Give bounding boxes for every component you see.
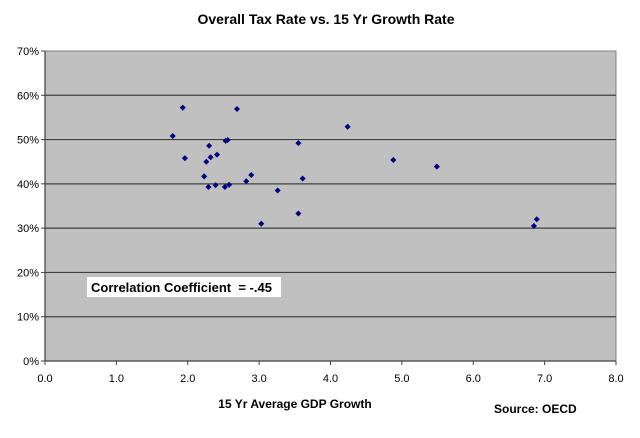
- data-point: [169, 133, 176, 140]
- data-points: [169, 104, 540, 229]
- data-point: [203, 158, 210, 165]
- chart-title: Overall Tax Rate vs. 15 Yr Growth Rate: [197, 11, 454, 27]
- y-tick-label: 50%: [17, 135, 39, 147]
- data-point: [207, 154, 214, 161]
- data-point: [181, 155, 188, 162]
- data-point: [206, 142, 213, 149]
- y-tick-label: 70%: [17, 46, 39, 58]
- y-tick-label: 30%: [17, 223, 39, 235]
- data-point: [258, 220, 265, 227]
- data-point: [390, 156, 397, 163]
- data-point: [213, 151, 221, 158]
- x-tick-label: 0.0: [37, 373, 52, 385]
- data-point: [433, 163, 440, 170]
- x-tick-label: 6.0: [466, 373, 481, 385]
- correlation-annotation: Correlation Coefficient = -.45: [87, 277, 281, 297]
- data-point: [201, 173, 208, 180]
- x-axis-ticks: 0.0 1.0 2.0 3.0 4.0 5.0 6.0 7.0 8.0: [37, 361, 624, 385]
- data-point: [233, 105, 241, 113]
- data-point: [205, 183, 212, 190]
- data-point: [295, 210, 302, 217]
- data-point: [295, 140, 302, 147]
- data-point: [248, 171, 255, 179]
- plot-area: [44, 50, 617, 362]
- x-tick-label: 4.0: [323, 373, 338, 385]
- annotation-box: [87, 277, 281, 297]
- x-tick-label: 5.0: [394, 373, 409, 385]
- data-point: [530, 222, 537, 229]
- y-axis-ticks: 0% 10% 20% 30% 40% 50% 60% 70%: [17, 46, 45, 368]
- data-point: [179, 104, 186, 111]
- gridlines: [45, 94, 616, 318]
- source-note: Source: OECD: [494, 402, 577, 416]
- data-point: [212, 182, 219, 189]
- data-point: [224, 136, 231, 144]
- data-point: [274, 187, 281, 194]
- data-point: [533, 216, 540, 223]
- x-axis-label: 15 Yr Average GDP Growth: [218, 397, 371, 411]
- x-tick-label: 8.0: [608, 373, 623, 385]
- x-tick-label: 1.0: [109, 373, 124, 385]
- annotation-text: Correlation Coefficient = -.45: [91, 280, 272, 295]
- y-tick-label: 20%: [17, 267, 39, 279]
- x-tick-label: 3.0: [251, 373, 266, 385]
- x-tick-label: 7.0: [537, 373, 552, 385]
- x-tick-label: 2.0: [180, 373, 195, 385]
- data-point: [226, 181, 233, 188]
- y-tick-label: 10%: [17, 312, 39, 324]
- data-point: [344, 123, 351, 130]
- data-point: [221, 183, 228, 190]
- y-tick-label: 0%: [23, 356, 39, 368]
- y-tick-label: 60%: [17, 90, 39, 102]
- y-tick-label: 40%: [17, 179, 39, 191]
- data-point: [299, 175, 306, 182]
- data-point: [243, 178, 250, 185]
